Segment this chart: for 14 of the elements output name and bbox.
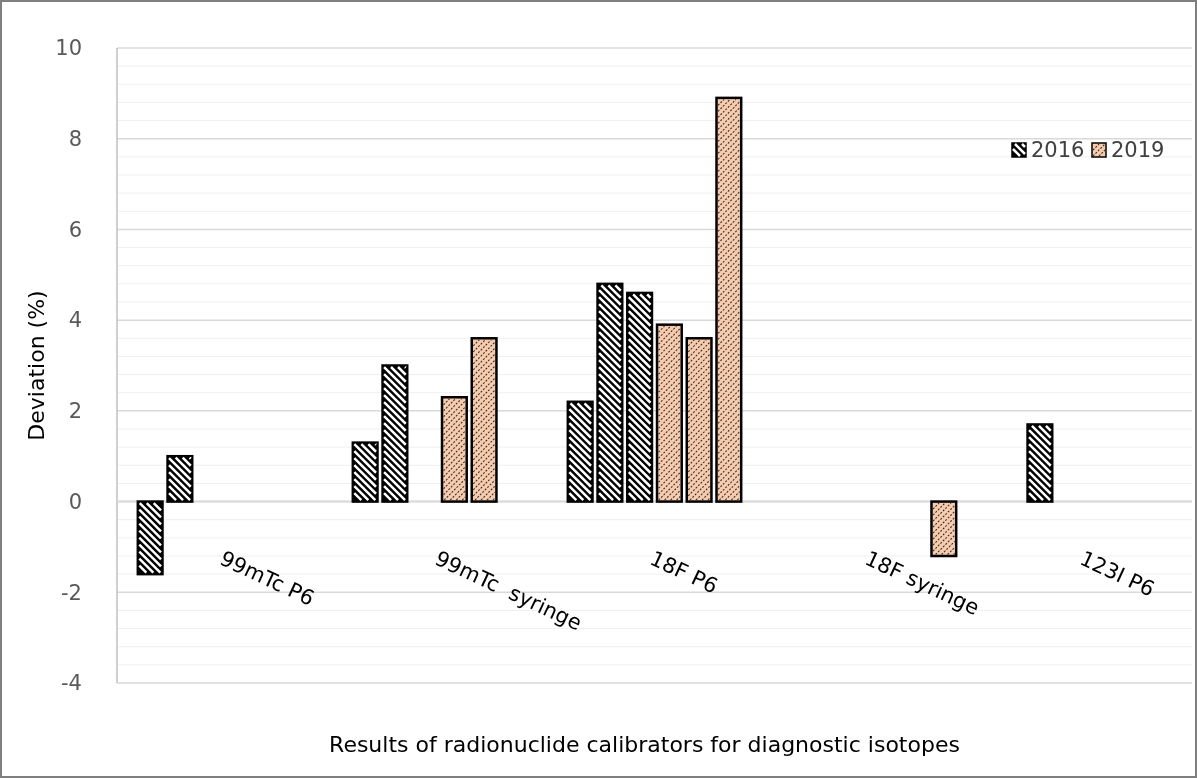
x-axis-title: Results of radionuclide calibrators for diagnostic isotopes xyxy=(329,732,960,757)
y-axis-title: Deviation (%) xyxy=(24,290,49,441)
y-tick-label: 8 xyxy=(68,127,82,152)
x-tick-label: 18F P6 xyxy=(646,546,722,599)
y-tick-label: -4 xyxy=(61,671,82,696)
x-tick-label: 123I P6 xyxy=(1076,546,1159,602)
y-tick-label: -2 xyxy=(61,580,82,605)
y-tick-label: 0 xyxy=(68,489,82,514)
y-tick-label: 4 xyxy=(68,308,82,333)
legend-label: 2016 xyxy=(1031,138,1085,163)
legend-label: 2019 xyxy=(1111,138,1165,163)
y-tick-label: 10 xyxy=(55,36,82,61)
y-tick-label: 6 xyxy=(68,217,82,242)
y-tick-label: 2 xyxy=(68,399,82,424)
